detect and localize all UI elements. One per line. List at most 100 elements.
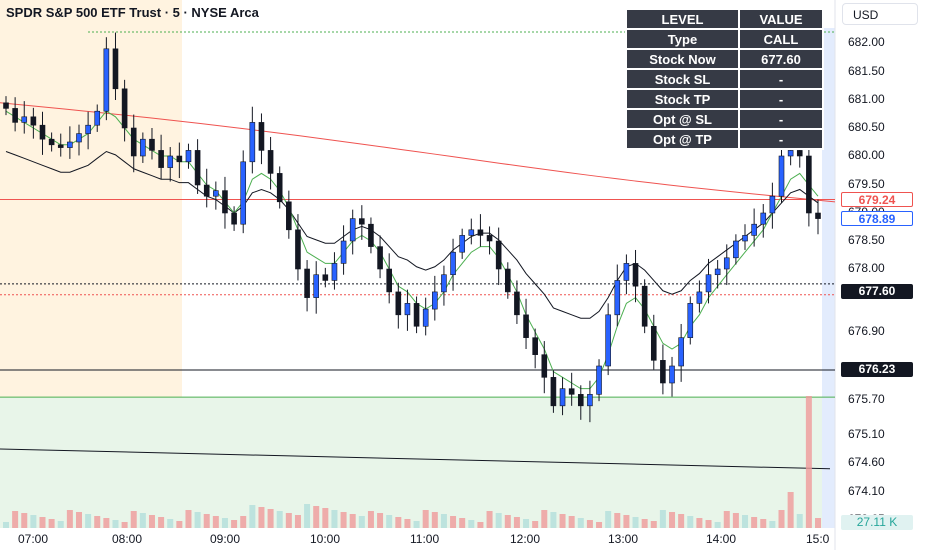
- volume-bar: [66, 510, 73, 528]
- candle-body: [815, 212, 821, 219]
- volume-bar: [760, 519, 767, 528]
- candle-body: [504, 268, 511, 293]
- candle-body: [596, 365, 602, 395]
- volume-bar: [249, 505, 256, 528]
- volume-bar: [614, 513, 621, 528]
- candle-body: [769, 195, 776, 214]
- volume-bar: [294, 515, 301, 528]
- candle-body: [112, 48, 119, 90]
- volume-bar: [577, 518, 584, 528]
- level-table-row: Stock SL -: [627, 70, 822, 88]
- x-tick-label: 14:00: [706, 532, 737, 546]
- y-tick-label: 682.00: [848, 35, 885, 49]
- volume-bar: [550, 512, 557, 528]
- volume-bar: [395, 517, 402, 528]
- candle-body: [459, 235, 465, 253]
- volume-bar: [322, 508, 329, 528]
- candle-body: [514, 291, 520, 316]
- candle-body: [203, 184, 210, 197]
- x-tick-label: 11:00: [410, 532, 440, 546]
- volume-bar: [285, 513, 292, 528]
- currency-selector[interactable]: USD: [842, 3, 918, 25]
- volume-bar: [203, 514, 210, 528]
- candle-body: [149, 138, 155, 151]
- trendline: [0, 448, 831, 470]
- candle-body: [541, 354, 548, 378]
- level-table-header-level: LEVEL: [627, 10, 738, 28]
- y-tick-label: 679.50: [848, 177, 885, 191]
- target-zone: [0, 397, 835, 528]
- candle-body: [377, 246, 383, 270]
- candle-body: [176, 155, 183, 163]
- volume-bar: [377, 513, 384, 528]
- candle-body: [240, 161, 247, 225]
- candle-body: [258, 122, 265, 151]
- level-table-value: -: [740, 70, 822, 88]
- volume-bar: [267, 509, 274, 528]
- candle-body: [650, 325, 657, 361]
- volume-bar: [486, 511, 493, 528]
- candle-body: [696, 291, 703, 304]
- candle-body: [21, 116, 28, 123]
- volume-bar: [541, 510, 548, 528]
- candle-body: [30, 116, 37, 126]
- level-table: LEVEL VALUE Type CALL Stock Now 677.60 Sto…: [625, 8, 824, 150]
- level-table-value: -: [740, 110, 822, 128]
- volume-bar: [258, 507, 265, 528]
- volume-bar: [139, 513, 146, 528]
- candle-body: [760, 212, 767, 225]
- candle-body: [130, 127, 137, 157]
- price-tag: 677.60: [841, 283, 913, 299]
- candle-body: [94, 110, 101, 126]
- volume-bar: [714, 522, 721, 528]
- y-tick-label: 681.50: [848, 64, 885, 78]
- candle-body: [231, 212, 237, 225]
- candle-body: [532, 337, 538, 355]
- price-tag: 679.24: [841, 191, 913, 207]
- volume-bar: [513, 517, 520, 528]
- level-table-row: Opt @ TP -: [627, 130, 822, 148]
- volume-bar: [532, 521, 539, 528]
- volume-bar: [358, 516, 365, 528]
- level-table-value: 677.60: [740, 50, 822, 68]
- x-tick-label: 07:00: [18, 532, 49, 546]
- volume-bar: [240, 516, 247, 528]
- volume-bar: [94, 516, 101, 528]
- ema-slow-line: [5, 150, 819, 319]
- volume-bar: [176, 521, 183, 528]
- x-tick-label: 09:00: [210, 532, 241, 546]
- volume-bar: [815, 518, 821, 528]
- candle-body: [85, 124, 91, 134]
- candle-body: [733, 240, 739, 259]
- level-table-label: Stock SL: [627, 70, 738, 88]
- level-table-label: Opt @ SL: [627, 110, 738, 128]
- candle-body: [12, 108, 18, 123]
- candle-body: [605, 314, 611, 367]
- volume-bar: [596, 522, 603, 528]
- candle-body: [359, 218, 365, 225]
- candle-body: [641, 285, 648, 327]
- volume-bar: [523, 519, 530, 528]
- y-tick-label: 678.00: [848, 261, 885, 275]
- candle-body: [121, 88, 128, 129]
- volume-bar: [605, 511, 612, 528]
- y-tick-label: 680.00: [848, 148, 885, 162]
- volume-bar: [276, 511, 283, 528]
- volume-bar: [732, 513, 739, 528]
- candle-body: [587, 394, 593, 407]
- volume-bar: [158, 517, 165, 528]
- candle-body: [687, 303, 694, 338]
- volume-bar: [386, 515, 393, 528]
- volume-bar: [431, 512, 438, 528]
- candle-body: [742, 235, 748, 242]
- y-tick-label: 674.10: [848, 484, 885, 498]
- volume-bar: [623, 515, 630, 528]
- volume-bar: [331, 510, 338, 528]
- level-table-row: Stock Now 677.60: [627, 50, 822, 68]
- x-tick-label: 13:00: [608, 532, 639, 546]
- candle-body: [386, 268, 392, 293]
- y-tick-label: 675.70: [848, 392, 885, 406]
- volume-bar: [148, 515, 155, 528]
- candle-body: [422, 308, 429, 327]
